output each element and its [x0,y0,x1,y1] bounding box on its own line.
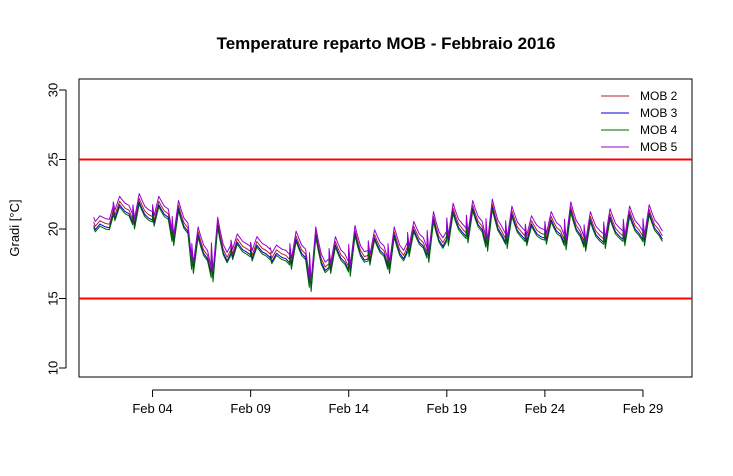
series-line-mob-5 [93,193,663,282]
x-tick-label: Feb 19 [427,401,467,416]
x-axis: Feb 04 Feb 09 Feb 14 Feb 19 Feb 24 Feb 29 [132,389,663,416]
legend-label: MOB 3 [640,106,678,120]
plot-area [78,78,693,378]
y-tick-label: 20 [46,222,61,236]
series-lines [93,193,663,293]
plot-frame [78,78,693,378]
series-line-mob-3 [93,201,663,290]
chart-title: Temperature reparto MOB - Febbraio 2016 [217,34,556,53]
y-axis: 10 15 20 25 30 [46,83,67,375]
legend-label: MOB 2 [640,89,678,103]
legend-label: MOB 5 [640,140,678,154]
y-tick-label: 15 [46,291,61,305]
legend-label: MOB 4 [640,123,678,137]
x-tick-label: Feb 14 [328,401,368,416]
y-tick-label: 30 [46,83,61,97]
series-line-mob-4 [93,203,663,293]
x-tick-label: Feb 09 [230,401,270,416]
y-axis-title: Gradi [°C] [7,199,22,256]
reference-lines [79,158,692,300]
x-tick-label: Feb 04 [132,401,172,416]
x-tick-label: Feb 29 [623,401,663,416]
legend: MOB 2 MOB 3 MOB 4 MOB 5 [601,89,678,154]
y-tick-label: 10 [46,361,61,375]
y-tick-label: 25 [46,152,61,166]
x-tick-label: Feb 24 [525,401,565,416]
